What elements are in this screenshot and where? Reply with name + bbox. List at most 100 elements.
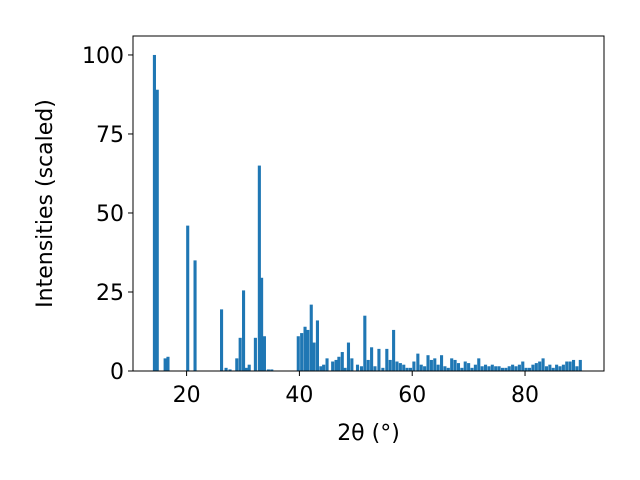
bar (395, 361, 399, 371)
bar (193, 260, 197, 371)
y-axis-ticks: 0 25 50 75 100 (82, 44, 133, 385)
bar (555, 364, 559, 371)
bar (334, 359, 338, 371)
bar (500, 367, 505, 371)
bar (319, 366, 323, 371)
bar (494, 366, 498, 371)
bar (385, 348, 389, 371)
bar (521, 361, 525, 371)
bar (238, 337, 242, 371)
bar (429, 359, 433, 371)
bar (228, 369, 232, 371)
bar (453, 359, 457, 371)
bar (578, 359, 582, 371)
bar (270, 369, 274, 371)
bar (565, 361, 569, 371)
bar (456, 363, 461, 371)
bar (253, 337, 257, 371)
bar (359, 366, 363, 371)
bar (463, 361, 467, 371)
bar (423, 366, 427, 371)
bar (296, 336, 300, 371)
x-tick-label: 80 (511, 383, 539, 408)
bar (408, 367, 413, 371)
bar (517, 364, 521, 371)
bar (436, 364, 440, 371)
bar (247, 364, 251, 371)
bar (331, 361, 335, 371)
bar (373, 366, 377, 371)
bar (303, 326, 307, 371)
bar (544, 366, 549, 371)
bar (388, 359, 392, 371)
bar (312, 342, 316, 371)
bar (322, 364, 326, 371)
bar (262, 336, 266, 371)
y-tick-label: 100 (82, 44, 124, 69)
bar (300, 333, 304, 371)
bar (242, 290, 246, 371)
bar (370, 347, 374, 371)
bar (571, 359, 576, 371)
bar (473, 364, 477, 371)
bar (257, 165, 261, 371)
bar (381, 367, 385, 371)
bar (152, 54, 156, 372)
bar (470, 367, 474, 371)
bar (377, 348, 381, 371)
bar (460, 367, 464, 371)
bar (412, 361, 416, 371)
y-axis-label: Intensities (scaled) (33, 99, 58, 308)
bar (514, 366, 518, 371)
bar (343, 367, 347, 371)
bar (155, 89, 159, 371)
plot-frame (132, 35, 605, 372)
bar (325, 358, 329, 371)
bar (490, 364, 494, 371)
bar (480, 366, 484, 371)
bar (350, 358, 354, 371)
bar (433, 358, 437, 371)
bar (306, 329, 310, 371)
bar (315, 320, 319, 371)
bar (541, 358, 545, 371)
bar (504, 367, 508, 371)
bar (551, 367, 555, 371)
bar (524, 367, 528, 371)
bar (477, 358, 481, 371)
x-axis-ticks: 20 40 60 80 (173, 371, 539, 408)
bar (266, 369, 270, 371)
y-tick-label: 75 (96, 123, 124, 148)
bars-group (152, 54, 582, 372)
bar (531, 364, 535, 371)
bar (568, 361, 572, 371)
bar (527, 367, 532, 371)
bar (511, 364, 515, 371)
bar (260, 277, 264, 371)
bar (507, 366, 511, 371)
bar (235, 358, 239, 371)
bar (220, 309, 224, 371)
bar (497, 366, 501, 371)
bar (440, 355, 444, 371)
bar (426, 355, 430, 371)
bar (538, 361, 542, 371)
bar (402, 364, 406, 371)
bar (416, 353, 420, 371)
bar (450, 358, 454, 371)
bar (446, 367, 450, 371)
x-axis-label: 2θ (°) (337, 421, 400, 446)
bar (244, 367, 248, 371)
bar (340, 352, 344, 371)
bar (224, 367, 228, 371)
bar (363, 315, 367, 371)
y-tick-label: 50 (96, 202, 124, 227)
bar (166, 356, 170, 371)
bar (355, 364, 360, 371)
bar (337, 356, 341, 371)
bar (467, 363, 471, 371)
bar (398, 363, 402, 371)
bar (548, 364, 552, 371)
y-tick-label: 25 (96, 281, 124, 306)
